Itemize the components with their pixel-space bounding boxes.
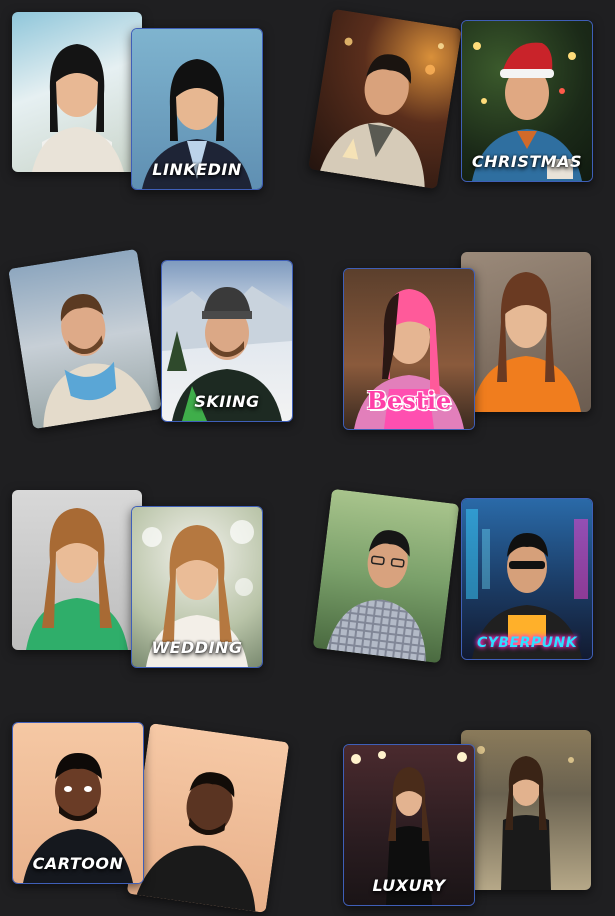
man-cyberpunk-portrait-icon <box>466 509 588 659</box>
bestie-style-card[interactable]: Bestie <box>343 268 475 430</box>
skiing-style-card[interactable]: SKIING <box>161 260 293 422</box>
man-cartoon-portrait-icon <box>23 753 133 883</box>
skiing-label: SKIING <box>194 392 260 411</box>
linkedin-label: LINKEDIN <box>152 160 242 179</box>
woman-business-portrait-icon <box>142 59 252 189</box>
man-street-portrait-icon <box>319 37 444 188</box>
bestie-label: Bestie <box>366 386 452 415</box>
wedding-before-photo <box>12 490 142 650</box>
skiing-before-photo <box>8 248 162 430</box>
luxury-style-card[interactable]: LUXURY <box>343 744 475 906</box>
man-black-shirt-portrait-icon <box>136 772 256 912</box>
woman-orange-sweater-portrait-icon <box>471 272 581 412</box>
cartoon-style-card[interactable]: CARTOON <box>12 722 144 884</box>
luxury-label: LUXURY <box>372 876 446 895</box>
luxury-before-photo <box>461 730 591 890</box>
wedding-label: WEDDING <box>151 638 243 657</box>
linkedin-style-card[interactable]: LINKEDIN <box>131 28 263 190</box>
bestie-after-photo <box>461 252 591 412</box>
woman-green-top-portrait-icon <box>26 508 128 650</box>
christmas-style-card[interactable]: CHRISTMAS <box>461 20 593 182</box>
christmas-label: CHRISTMAS <box>471 152 583 171</box>
man-hoodie-portrait-icon <box>43 294 152 428</box>
man-plaid-shirt-portrait-icon <box>326 530 426 662</box>
cyberpunk-style-card[interactable]: CYBERPUNK <box>461 498 593 660</box>
woman-city-street-portrait-icon <box>477 746 574 890</box>
cartoon-after-photo <box>126 723 290 913</box>
man-ski-jacket-portrait-icon <box>162 286 292 421</box>
woman-portrait-icon <box>32 44 124 172</box>
cartoon-label: CARTOON <box>32 854 124 873</box>
christmas-before-photo <box>308 8 462 190</box>
man-santa-hat-portrait-icon <box>472 42 582 181</box>
woman-black-dress-portrait-icon <box>351 751 467 905</box>
woman-pink-hair-portrait-icon <box>354 289 464 429</box>
cyberpunk-label: CYBERPUNK <box>476 635 578 651</box>
linkedin-before-photo <box>12 12 142 172</box>
cyberpunk-before-photo <box>312 488 460 664</box>
wedding-style-card[interactable]: WEDDING <box>131 506 263 668</box>
bride-portrait-icon <box>142 520 254 667</box>
